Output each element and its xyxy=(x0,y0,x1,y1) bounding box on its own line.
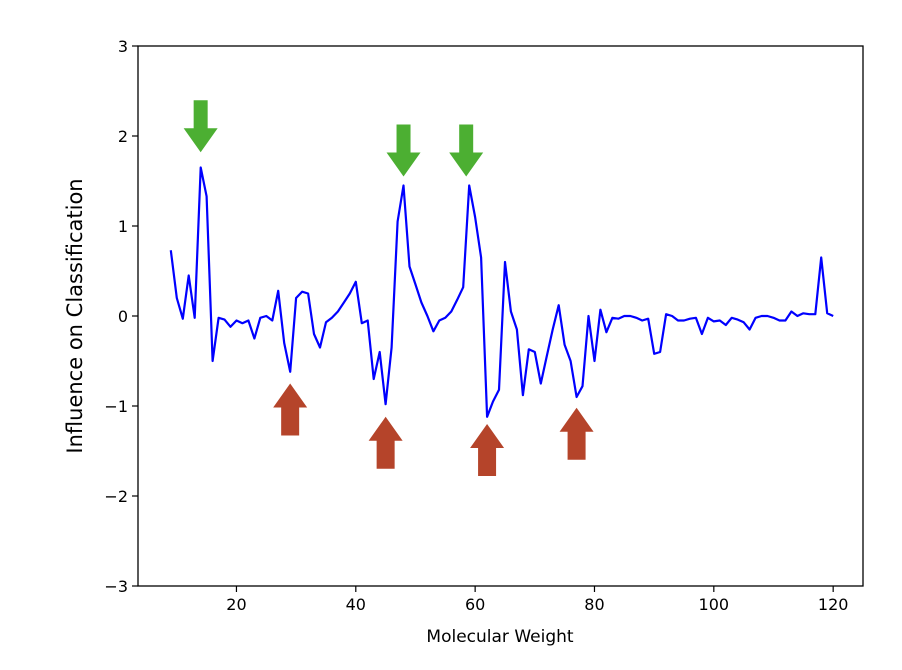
plot-area xyxy=(138,46,863,586)
y-tick-label: 3 xyxy=(118,37,128,56)
y-tick-label: −3 xyxy=(104,577,128,596)
up-arrow-marker xyxy=(559,407,594,460)
y-tick-label: 2 xyxy=(118,127,128,146)
arrow-annotations xyxy=(183,100,594,476)
y-tick-label: −1 xyxy=(104,397,128,416)
down-arrow-marker xyxy=(183,100,218,153)
y-axis: −3 −2 −1 0 1 2 3 xyxy=(104,37,138,596)
x-tick-label: 60 xyxy=(465,595,485,614)
y-tick-label: −2 xyxy=(104,487,128,506)
down-arrow-marker xyxy=(386,124,421,177)
series-layer xyxy=(169,166,834,418)
x-tick-label: 40 xyxy=(346,595,366,614)
up-arrow-marker xyxy=(368,416,403,469)
series-line xyxy=(169,166,834,418)
y-tick-label: 0 xyxy=(118,307,128,326)
y-tick-label: 1 xyxy=(118,217,128,236)
up-arrow-marker xyxy=(470,424,505,476)
down-arrow-marker xyxy=(449,124,484,177)
x-axis: 20 40 60 80 100 120 xyxy=(226,586,848,614)
y-axis-label: Influence on Classification xyxy=(63,178,87,453)
up-arrow-marker xyxy=(273,383,308,436)
x-tick-label: 20 xyxy=(226,595,246,614)
x-tick-label: 120 xyxy=(818,595,849,614)
x-tick-label: 80 xyxy=(584,595,604,614)
x-axis-label: Molecular Weight xyxy=(426,627,573,647)
x-tick-label: 100 xyxy=(699,595,730,614)
